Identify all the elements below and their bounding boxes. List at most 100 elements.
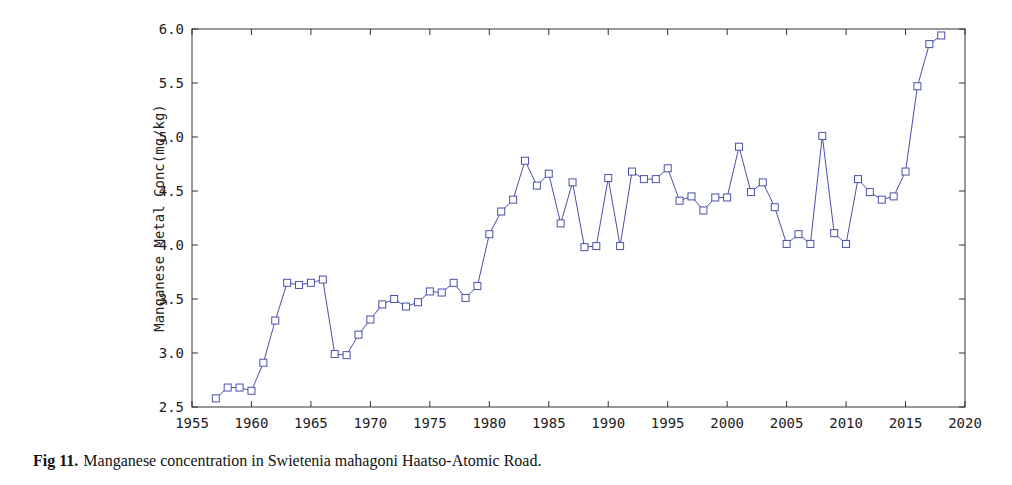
point	[712, 194, 719, 201]
point	[640, 176, 647, 183]
point	[819, 132, 826, 139]
caption: Fig 11.Manganese concentration in Swiete…	[33, 452, 541, 470]
y-tick-label: 5.5	[159, 75, 184, 91]
y-tick	[959, 245, 965, 246]
x-tick	[370, 401, 371, 407]
x-tick-label: 1955	[175, 415, 209, 431]
point	[866, 189, 873, 196]
point	[593, 243, 600, 250]
point	[391, 296, 398, 303]
point	[795, 231, 802, 238]
point	[212, 395, 219, 402]
point	[688, 193, 695, 200]
point	[307, 279, 314, 286]
y-tick	[959, 407, 965, 408]
y-tick	[192, 191, 198, 192]
point	[510, 196, 517, 203]
point	[533, 182, 540, 189]
x-tick-label: 1995	[651, 415, 685, 431]
x-tick-label: 1980	[472, 415, 506, 431]
point	[426, 288, 433, 295]
x-tick	[786, 29, 787, 35]
x-tick	[251, 401, 252, 407]
point	[783, 240, 790, 247]
y-tick	[959, 29, 965, 30]
x-tick	[489, 401, 490, 407]
x-tick-label: 2000	[710, 415, 744, 431]
x-tick	[846, 401, 847, 407]
point	[545, 170, 552, 177]
y-tick	[959, 191, 965, 192]
point	[224, 384, 231, 391]
x-tick	[608, 401, 609, 407]
point	[569, 179, 576, 186]
x-tick	[548, 401, 549, 407]
y-axis-label: Manganese Metal Conc(mg/kg)	[151, 104, 167, 332]
point	[664, 165, 671, 172]
x-tick	[608, 29, 609, 35]
point	[367, 316, 374, 323]
plot-area	[212, 32, 944, 402]
x-tick	[727, 29, 728, 35]
point	[605, 175, 612, 182]
x-tick	[965, 401, 966, 407]
plot-frame	[192, 29, 965, 407]
x-tick	[667, 401, 668, 407]
point	[403, 303, 410, 310]
point	[248, 387, 255, 394]
y-tick	[192, 353, 198, 354]
point	[843, 240, 850, 247]
point	[759, 179, 766, 186]
x-tick	[429, 401, 430, 407]
point	[486, 231, 493, 238]
point	[343, 352, 350, 359]
point	[617, 243, 624, 250]
x-tick-label: 1960	[235, 415, 269, 431]
y-tick	[959, 83, 965, 84]
x-tick	[905, 29, 906, 35]
point	[414, 299, 421, 306]
y-tick	[192, 29, 198, 30]
point	[260, 359, 267, 366]
x-tick	[786, 401, 787, 407]
x-tick	[846, 29, 847, 35]
point	[331, 351, 338, 358]
y-tick	[959, 353, 965, 354]
point	[379, 301, 386, 308]
point	[938, 32, 945, 39]
x-tick	[370, 29, 371, 35]
x-tick	[310, 401, 311, 407]
point	[736, 143, 743, 150]
x-tick	[727, 401, 728, 407]
x-tick	[489, 29, 490, 35]
point	[284, 279, 291, 286]
point	[902, 168, 909, 175]
point	[771, 204, 778, 211]
point	[700, 207, 707, 214]
x-tick	[251, 29, 252, 35]
point	[854, 176, 861, 183]
x-tick	[429, 29, 430, 35]
x-tick-label: 1965	[294, 415, 328, 431]
point	[914, 83, 921, 90]
point	[581, 244, 588, 251]
x-tick	[192, 401, 193, 407]
x-tick	[905, 401, 906, 407]
chart: 1955196019651970197519801985199019952000…	[0, 0, 1012, 485]
series-line	[216, 35, 941, 398]
x-tick-label: 1970	[354, 415, 388, 431]
point	[878, 196, 885, 203]
point	[438, 289, 445, 296]
y-tick-label: 2.5	[159, 399, 184, 415]
x-tick-label: 2005	[770, 415, 804, 431]
x-tick	[310, 29, 311, 35]
x-tick-label: 1990	[591, 415, 625, 431]
point	[831, 230, 838, 237]
point	[498, 208, 505, 215]
y-tick	[192, 299, 198, 300]
x-tick-label: 1985	[532, 415, 566, 431]
x-tick	[192, 29, 193, 35]
point	[296, 281, 303, 288]
point	[355, 331, 362, 338]
point	[890, 193, 897, 200]
